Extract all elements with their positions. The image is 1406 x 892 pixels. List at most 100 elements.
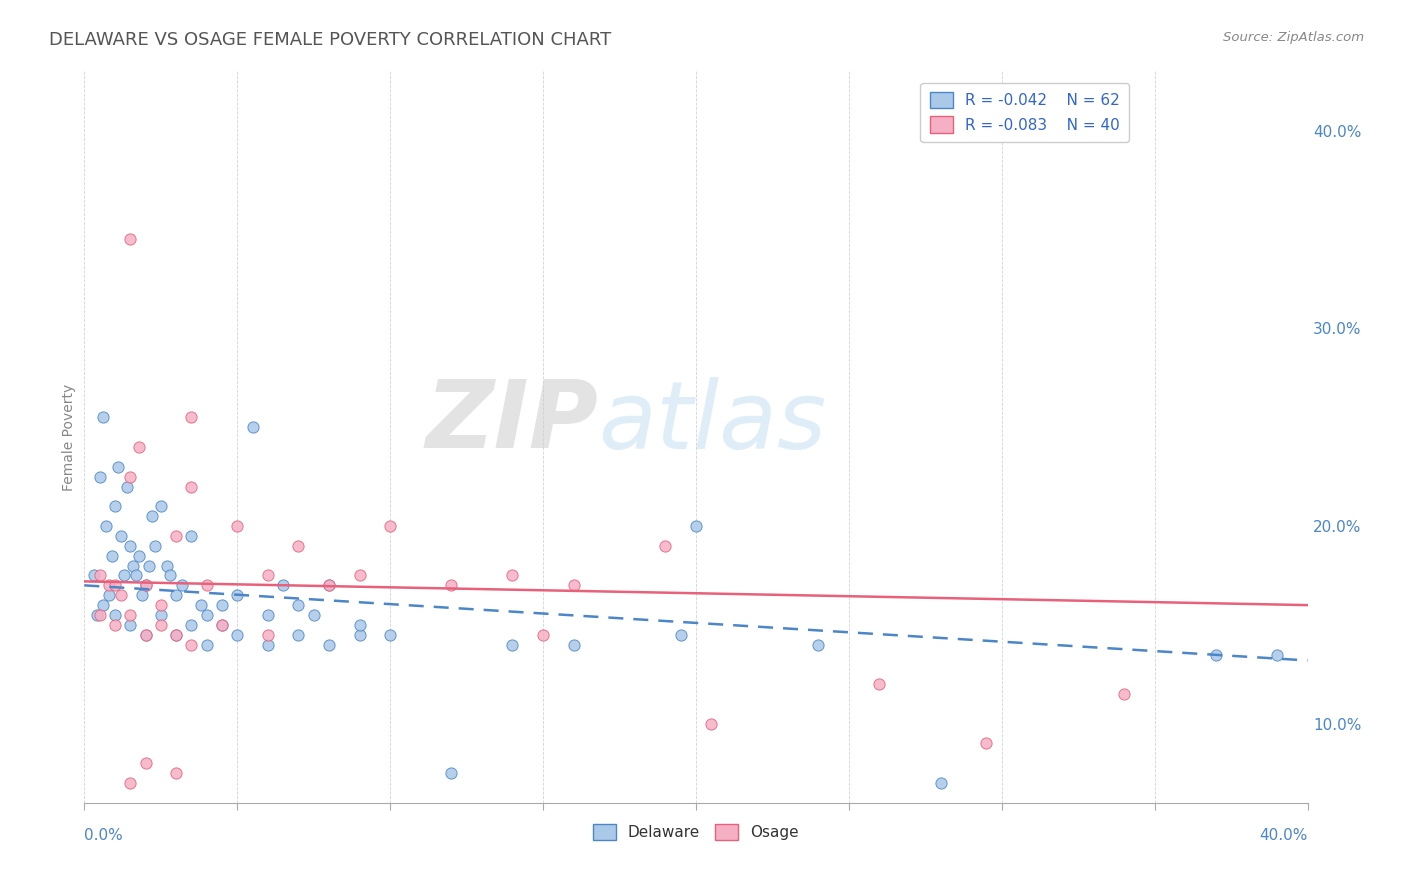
Point	[135, 628, 157, 642]
Point	[226, 628, 249, 642]
Point	[302, 607, 325, 622]
Point	[135, 578, 157, 592]
Point	[101, 549, 124, 563]
Point	[128, 549, 150, 563]
Point	[195, 638, 218, 652]
Point	[318, 578, 340, 592]
Text: atlas: atlas	[598, 377, 827, 468]
Point	[349, 618, 371, 632]
Point	[89, 469, 111, 483]
Point	[654, 539, 676, 553]
Point	[138, 558, 160, 573]
Point	[180, 479, 202, 493]
Point	[91, 598, 114, 612]
Point	[159, 568, 181, 582]
Point	[165, 588, 187, 602]
Point	[89, 568, 111, 582]
Point	[562, 638, 585, 652]
Point	[180, 618, 202, 632]
Point	[143, 539, 166, 553]
Point	[97, 588, 120, 602]
Point	[97, 578, 120, 592]
Point	[440, 766, 463, 780]
Point	[318, 578, 340, 592]
Point	[172, 578, 194, 592]
Point	[115, 479, 138, 493]
Point	[149, 500, 172, 514]
Point	[257, 568, 280, 582]
Point	[120, 776, 142, 790]
Point	[700, 716, 723, 731]
Point	[869, 677, 891, 691]
Point	[110, 529, 132, 543]
Point	[211, 618, 233, 632]
Point	[562, 578, 585, 592]
Point	[149, 598, 172, 612]
Point	[165, 628, 187, 642]
Point	[180, 638, 202, 652]
Point	[349, 568, 371, 582]
Point	[125, 568, 148, 582]
Point	[257, 607, 280, 622]
Point	[190, 598, 212, 612]
Point	[502, 568, 524, 582]
Point	[94, 519, 117, 533]
Point	[135, 628, 157, 642]
Text: Source: ZipAtlas.com: Source: ZipAtlas.com	[1223, 31, 1364, 45]
Point	[502, 638, 524, 652]
Point	[180, 529, 202, 543]
Point	[83, 568, 105, 582]
Point	[120, 539, 142, 553]
Point	[1205, 648, 1227, 662]
Text: 40.0%: 40.0%	[1260, 828, 1308, 843]
Point	[807, 638, 830, 652]
Point	[120, 469, 142, 483]
Point	[104, 618, 127, 632]
Point	[89, 607, 111, 622]
Point	[120, 618, 142, 632]
Point	[120, 232, 142, 246]
Point	[531, 628, 554, 642]
Legend: Delaware, Osage: Delaware, Osage	[586, 817, 806, 847]
Point	[271, 578, 294, 592]
Y-axis label: Female Poverty: Female Poverty	[62, 384, 76, 491]
Point	[149, 607, 172, 622]
Point	[226, 519, 249, 533]
Point	[131, 588, 153, 602]
Point	[91, 410, 114, 425]
Point	[104, 607, 127, 622]
Point	[149, 618, 172, 632]
Text: DELAWARE VS OSAGE FEMALE POVERTY CORRELATION CHART: DELAWARE VS OSAGE FEMALE POVERTY CORRELA…	[49, 31, 612, 49]
Point	[440, 578, 463, 592]
Point	[287, 598, 309, 612]
Point	[1265, 648, 1288, 662]
Point	[135, 756, 157, 771]
Point	[318, 638, 340, 652]
Point	[107, 459, 129, 474]
Point	[380, 519, 402, 533]
Point	[242, 420, 264, 434]
Point	[1114, 687, 1136, 701]
Point	[287, 628, 309, 642]
Text: ZIP: ZIP	[425, 376, 598, 468]
Point	[685, 519, 707, 533]
Point	[195, 607, 218, 622]
Point	[112, 568, 135, 582]
Point	[122, 558, 145, 573]
Point	[380, 628, 402, 642]
Point	[165, 766, 187, 780]
Point	[135, 578, 157, 592]
Point	[195, 578, 218, 592]
Point	[110, 588, 132, 602]
Text: 0.0%: 0.0%	[84, 828, 124, 843]
Point	[669, 628, 692, 642]
Point	[976, 737, 998, 751]
Point	[120, 607, 142, 622]
Point	[211, 598, 233, 612]
Point	[165, 529, 187, 543]
Point	[226, 588, 249, 602]
Point	[349, 628, 371, 642]
Point	[211, 618, 233, 632]
Point	[156, 558, 179, 573]
Point	[257, 628, 280, 642]
